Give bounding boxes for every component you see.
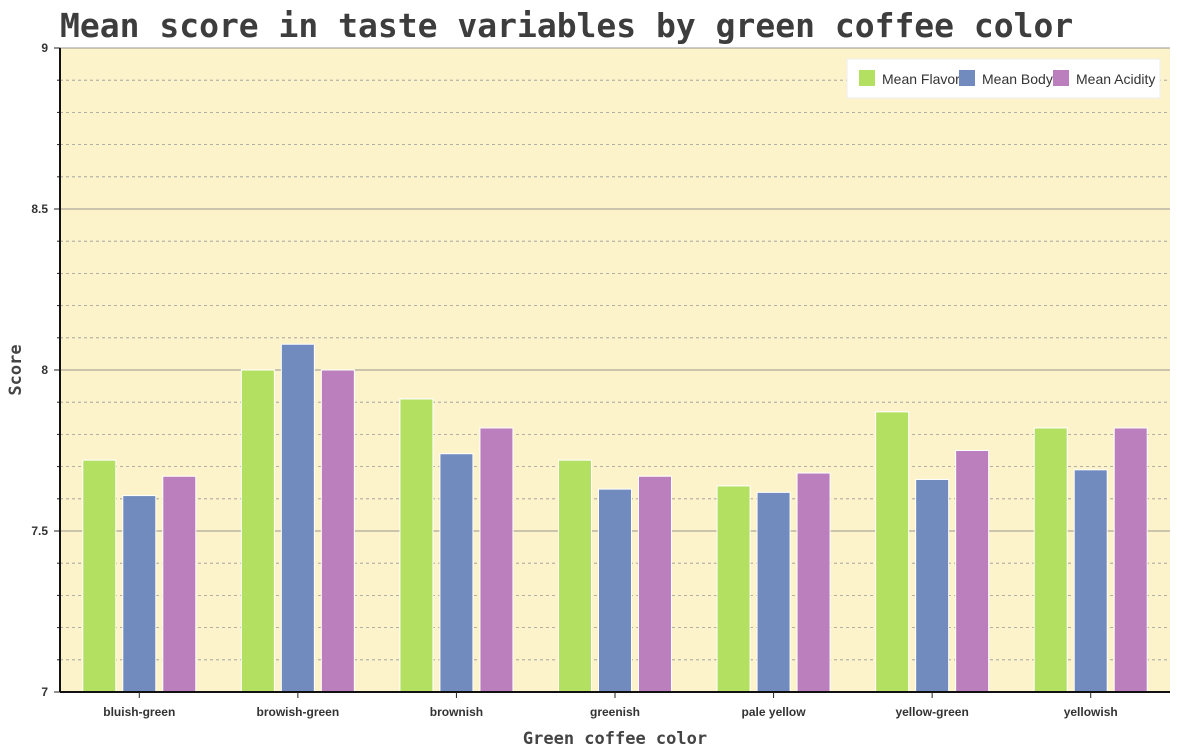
bars	[82, 343, 1148, 693]
x-tick-label: bluish-green	[103, 705, 175, 719]
bar-mean-flavor-yellowish	[1033, 427, 1068, 693]
y-tick-label: 8	[41, 363, 48, 377]
y-tick-label: 9	[41, 41, 48, 55]
bar-mean-flavor-brownish	[399, 398, 434, 693]
legend-label: Mean Acidity	[1076, 71, 1155, 87]
legend-box	[846, 58, 1161, 99]
bar-mean-body-bluish-green	[122, 495, 157, 693]
y-axis-title: Score	[6, 344, 26, 395]
x-tick-label: greenish	[590, 705, 640, 719]
legend: Mean Flavor Mean Body Mean Acidity	[846, 58, 1161, 99]
bar-mean-acidity-yellow-green	[955, 450, 990, 693]
legend-label: Mean Body	[982, 71, 1053, 87]
x-tick-label: pale yellow	[742, 705, 807, 719]
legend-swatch	[859, 70, 875, 86]
legend-swatch	[1053, 70, 1069, 86]
bar-mean-flavor-pale-yellow	[716, 485, 751, 693]
y-tick-label: 7	[41, 685, 48, 699]
bar-mean-body-yellowish	[1073, 469, 1108, 693]
x-tick-label: brownish	[430, 705, 483, 719]
bar-mean-acidity-brownish	[479, 427, 514, 693]
x-tick-label: yellowish	[1064, 705, 1118, 719]
bar-mean-body-greenish	[598, 488, 632, 693]
bar-mean-flavor-yellow-green	[875, 411, 910, 693]
legend-label: Mean Flavor	[882, 71, 960, 87]
bar-mean-body-browish-green	[280, 343, 315, 693]
bar-mean-acidity-pale-yellow	[796, 472, 831, 693]
bar-mean-body-pale-yellow	[756, 491, 791, 693]
x-axis-title: Green coffee color	[523, 729, 707, 749]
bar-mean-flavor-greenish	[558, 459, 592, 693]
bar-mean-acidity-greenish	[638, 475, 672, 693]
bar-mean-flavor-browish-green	[240, 369, 275, 693]
chart-title: Mean score in taste variables by green c…	[60, 6, 1074, 45]
x-tick-label: browish-green	[257, 705, 340, 719]
bar-mean-body-brownish	[439, 453, 474, 693]
bar-mean-acidity-bluish-green	[162, 475, 197, 693]
bar-mean-acidity-yellowish	[1113, 427, 1148, 693]
y-tick-label: 7.5	[31, 524, 48, 538]
tick-labels: 7 7.5 8 8.5 9 bluish-green browish-green browni…	[31, 41, 1117, 719]
bar-mean-flavor-bluish-green	[82, 459, 117, 693]
bar-mean-acidity-browish-green	[320, 369, 355, 693]
y-tick-label: 8.5	[31, 202, 48, 216]
x-tick-label: yellow-green	[895, 705, 968, 719]
legend-swatch	[959, 70, 975, 86]
bar-mean-body-yellow-green	[915, 478, 950, 693]
axes	[54, 47, 1170, 698]
